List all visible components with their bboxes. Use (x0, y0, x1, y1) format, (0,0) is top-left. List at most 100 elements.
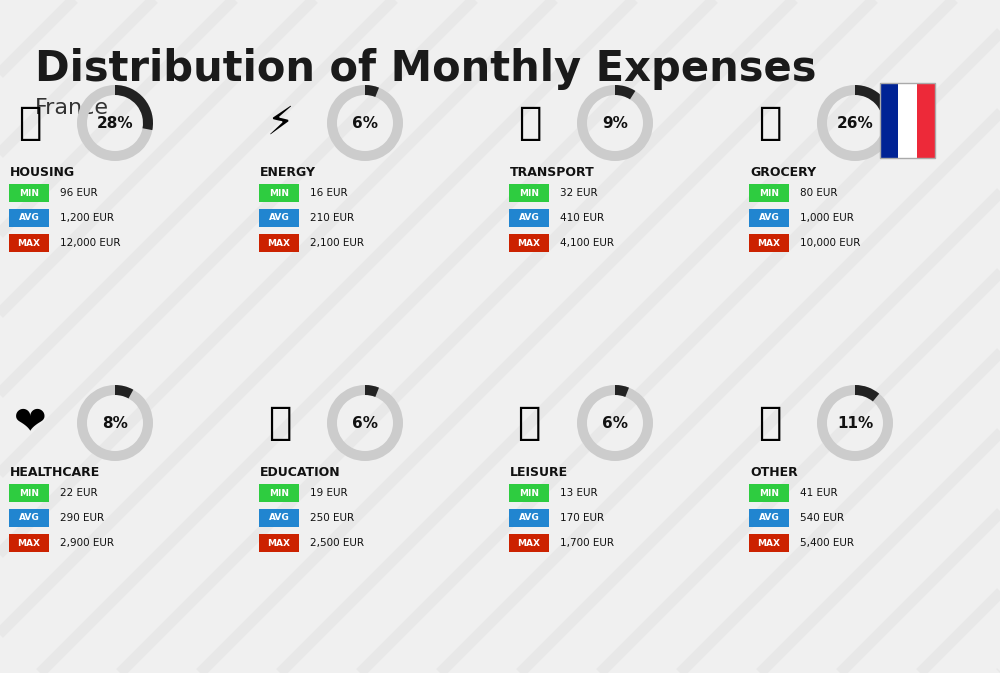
FancyBboxPatch shape (259, 534, 299, 552)
FancyBboxPatch shape (9, 234, 49, 252)
Wedge shape (115, 385, 133, 398)
Text: AVG: AVG (759, 213, 779, 223)
FancyBboxPatch shape (9, 534, 49, 552)
Text: 32 EUR: 32 EUR (560, 188, 598, 198)
Text: ⚡: ⚡ (266, 104, 294, 142)
Wedge shape (577, 385, 653, 461)
Wedge shape (327, 85, 403, 161)
Text: 4,100 EUR: 4,100 EUR (560, 238, 614, 248)
Text: 6%: 6% (602, 415, 628, 431)
Wedge shape (365, 385, 379, 397)
Text: MAX: MAX (17, 538, 40, 548)
Wedge shape (855, 385, 879, 401)
FancyBboxPatch shape (749, 209, 789, 227)
Wedge shape (615, 85, 635, 100)
Wedge shape (577, 85, 653, 161)
Text: MAX: MAX (17, 238, 40, 248)
Text: 1,000 EUR: 1,000 EUR (800, 213, 854, 223)
FancyBboxPatch shape (749, 534, 789, 552)
Text: MIN: MIN (519, 489, 539, 497)
Text: 41 EUR: 41 EUR (800, 488, 838, 498)
Text: 290 EUR: 290 EUR (60, 513, 104, 523)
FancyBboxPatch shape (749, 234, 789, 252)
FancyBboxPatch shape (259, 509, 299, 527)
Wedge shape (855, 85, 893, 125)
Text: 11%: 11% (837, 415, 873, 431)
Text: 🏢: 🏢 (18, 104, 42, 142)
Text: MIN: MIN (269, 489, 289, 497)
Text: 9%: 9% (602, 116, 628, 131)
FancyBboxPatch shape (509, 209, 549, 227)
Text: MAX: MAX (518, 238, 540, 248)
Text: MIN: MIN (269, 188, 289, 197)
Text: HOUSING: HOUSING (10, 166, 75, 179)
Text: 1,200 EUR: 1,200 EUR (60, 213, 114, 223)
Text: 96 EUR: 96 EUR (60, 188, 98, 198)
Text: MAX: MAX (758, 238, 780, 248)
Text: 210 EUR: 210 EUR (310, 213, 354, 223)
Text: EDUCATION: EDUCATION (260, 466, 341, 479)
Text: GROCERY: GROCERY (750, 166, 816, 179)
Text: AVG: AVG (519, 213, 539, 223)
FancyBboxPatch shape (9, 184, 49, 202)
FancyBboxPatch shape (509, 509, 549, 527)
Text: 540 EUR: 540 EUR (800, 513, 844, 523)
Text: 1,700 EUR: 1,700 EUR (560, 538, 614, 548)
Text: 6%: 6% (352, 415, 378, 431)
Text: 410 EUR: 410 EUR (560, 213, 604, 223)
Text: 22 EUR: 22 EUR (60, 488, 98, 498)
Text: MIN: MIN (759, 489, 779, 497)
Text: MAX: MAX (267, 538, 290, 548)
Wedge shape (615, 385, 629, 397)
Text: 28%: 28% (97, 116, 133, 131)
FancyBboxPatch shape (259, 234, 299, 252)
Text: 19 EUR: 19 EUR (310, 488, 348, 498)
Text: AVG: AVG (759, 513, 779, 522)
FancyBboxPatch shape (509, 534, 549, 552)
FancyBboxPatch shape (749, 184, 789, 202)
FancyBboxPatch shape (259, 484, 299, 502)
FancyBboxPatch shape (259, 209, 299, 227)
Text: 26%: 26% (837, 116, 873, 131)
FancyBboxPatch shape (749, 509, 789, 527)
FancyBboxPatch shape (509, 234, 549, 252)
Text: AVG: AVG (19, 213, 39, 223)
Text: Distribution of Monthly Expenses: Distribution of Monthly Expenses (35, 48, 816, 90)
Wedge shape (115, 85, 153, 130)
Text: 2,500 EUR: 2,500 EUR (310, 538, 364, 548)
Text: MAX: MAX (758, 538, 780, 548)
Text: 250 EUR: 250 EUR (310, 513, 354, 523)
Wedge shape (365, 85, 379, 97)
Text: MIN: MIN (19, 489, 39, 497)
FancyBboxPatch shape (917, 83, 935, 158)
FancyBboxPatch shape (749, 484, 789, 502)
Text: MIN: MIN (19, 188, 39, 197)
Wedge shape (817, 385, 893, 461)
Text: 🎓: 🎓 (268, 404, 292, 442)
Text: 13 EUR: 13 EUR (560, 488, 598, 498)
Text: MIN: MIN (759, 188, 779, 197)
Text: 12,000 EUR: 12,000 EUR (60, 238, 120, 248)
Text: 170 EUR: 170 EUR (560, 513, 604, 523)
Text: AVG: AVG (269, 513, 289, 522)
Text: 10,000 EUR: 10,000 EUR (800, 238, 860, 248)
FancyBboxPatch shape (9, 509, 49, 527)
Text: 💰: 💰 (758, 404, 782, 442)
Text: 2,100 EUR: 2,100 EUR (310, 238, 364, 248)
Text: MAX: MAX (518, 538, 540, 548)
Wedge shape (327, 385, 403, 461)
Text: 🚌: 🚌 (518, 104, 542, 142)
Text: 6%: 6% (352, 116, 378, 131)
Text: MIN: MIN (519, 188, 539, 197)
Text: 🛍️: 🛍️ (518, 404, 542, 442)
Text: 80 EUR: 80 EUR (800, 188, 838, 198)
Text: HEALTHCARE: HEALTHCARE (10, 466, 100, 479)
FancyBboxPatch shape (9, 484, 49, 502)
Text: LEISURE: LEISURE (510, 466, 568, 479)
Text: TRANSPORT: TRANSPORT (510, 166, 595, 179)
Wedge shape (77, 85, 153, 161)
Text: OTHER: OTHER (750, 466, 798, 479)
Text: AVG: AVG (269, 213, 289, 223)
Text: 2,900 EUR: 2,900 EUR (60, 538, 114, 548)
Text: 5,400 EUR: 5,400 EUR (800, 538, 854, 548)
